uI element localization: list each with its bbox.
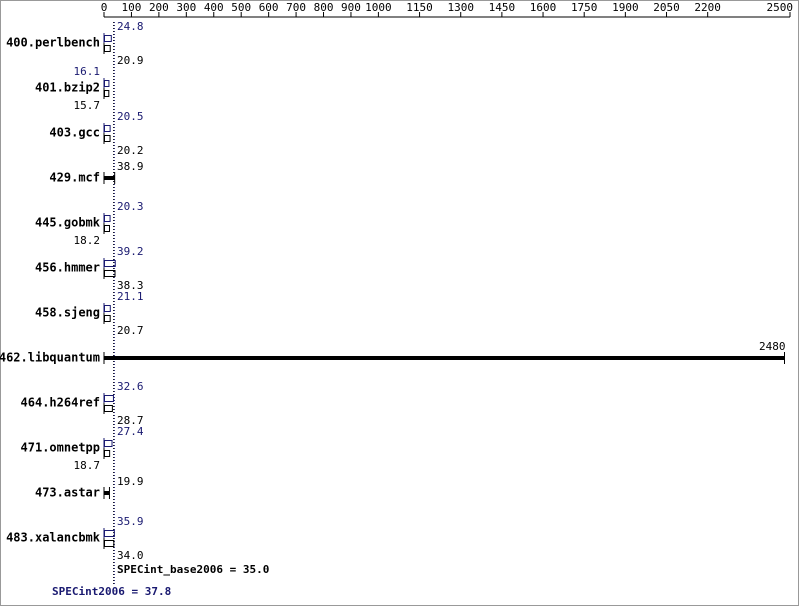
x-tick-label: 600	[259, 1, 279, 14]
category-label: 403.gcc	[49, 126, 100, 140]
x-tick-label: 0	[101, 1, 108, 14]
value-label: 2480	[759, 340, 786, 353]
value-label: 20.3	[117, 200, 144, 213]
x-tick-label: 300	[176, 1, 196, 14]
x-tick-label: 700	[286, 1, 306, 14]
category-label: 473.astar	[35, 486, 100, 500]
x-tick-label: 1600	[530, 1, 557, 14]
bar	[104, 356, 785, 360]
value-label: 20.7	[117, 324, 144, 337]
value-label: 18.2	[74, 234, 101, 247]
value-label: 18.7	[74, 459, 101, 472]
value-label: 28.7	[117, 414, 144, 427]
category-label: 429.mcf	[49, 171, 100, 185]
value-label: 20.2	[117, 144, 144, 157]
x-tick-label: 1000	[365, 1, 392, 14]
value-label: 38.3	[117, 279, 144, 292]
bar	[104, 491, 110, 495]
x-tick-label: 2200	[694, 1, 721, 14]
value-label: 15.7	[74, 99, 101, 112]
category-label: 471.omnetpp	[21, 441, 100, 455]
bar	[104, 176, 115, 180]
category-label: 483.xalancbmk	[6, 531, 101, 545]
x-tick-label: 2500	[767, 1, 794, 14]
x-tick-label: 1450	[489, 1, 516, 14]
x-tick-label: 1750	[571, 1, 598, 14]
peak-mean-label: SPECint2006 = 37.8	[52, 585, 171, 598]
category-label: 464.h264ref	[21, 396, 100, 410]
value-label: 34.0	[117, 549, 144, 562]
value-label: 27.4	[117, 425, 144, 438]
value-label: 20.5	[117, 110, 144, 123]
category-label: 400.perlbench	[6, 36, 100, 50]
x-tick-label: 200	[149, 1, 169, 14]
x-tick-label: 2050	[653, 1, 680, 14]
category-label: 462.libquantum	[0, 351, 100, 365]
category-label: 445.gobmk	[35, 216, 101, 230]
value-label: 20.9	[117, 54, 144, 67]
value-label: 32.6	[117, 380, 144, 393]
x-tick-label: 100	[122, 1, 142, 14]
value-label: 35.9	[117, 515, 144, 528]
value-label: 21.1	[117, 290, 144, 303]
category-label: 456.hmmer	[35, 261, 100, 275]
base-mean-label: SPECint_base2006 = 35.0	[117, 563, 269, 576]
x-tick-label: 800	[314, 1, 334, 14]
value-label: 39.2	[117, 245, 144, 258]
x-tick-label: 1150	[406, 1, 433, 14]
x-tick-label: 400	[204, 1, 224, 14]
x-tick-label: 1900	[612, 1, 639, 14]
category-label: 401.bzip2	[35, 81, 100, 95]
x-tick-label: 900	[341, 1, 361, 14]
x-tick-label: 500	[231, 1, 251, 14]
x-tick-label: 1300	[447, 1, 474, 14]
category-label: 458.sjeng	[35, 306, 100, 320]
value-label: 38.9	[117, 160, 144, 173]
value-label: 16.1	[74, 65, 101, 78]
value-label: 24.8	[117, 20, 144, 33]
value-label: 19.9	[117, 475, 144, 488]
